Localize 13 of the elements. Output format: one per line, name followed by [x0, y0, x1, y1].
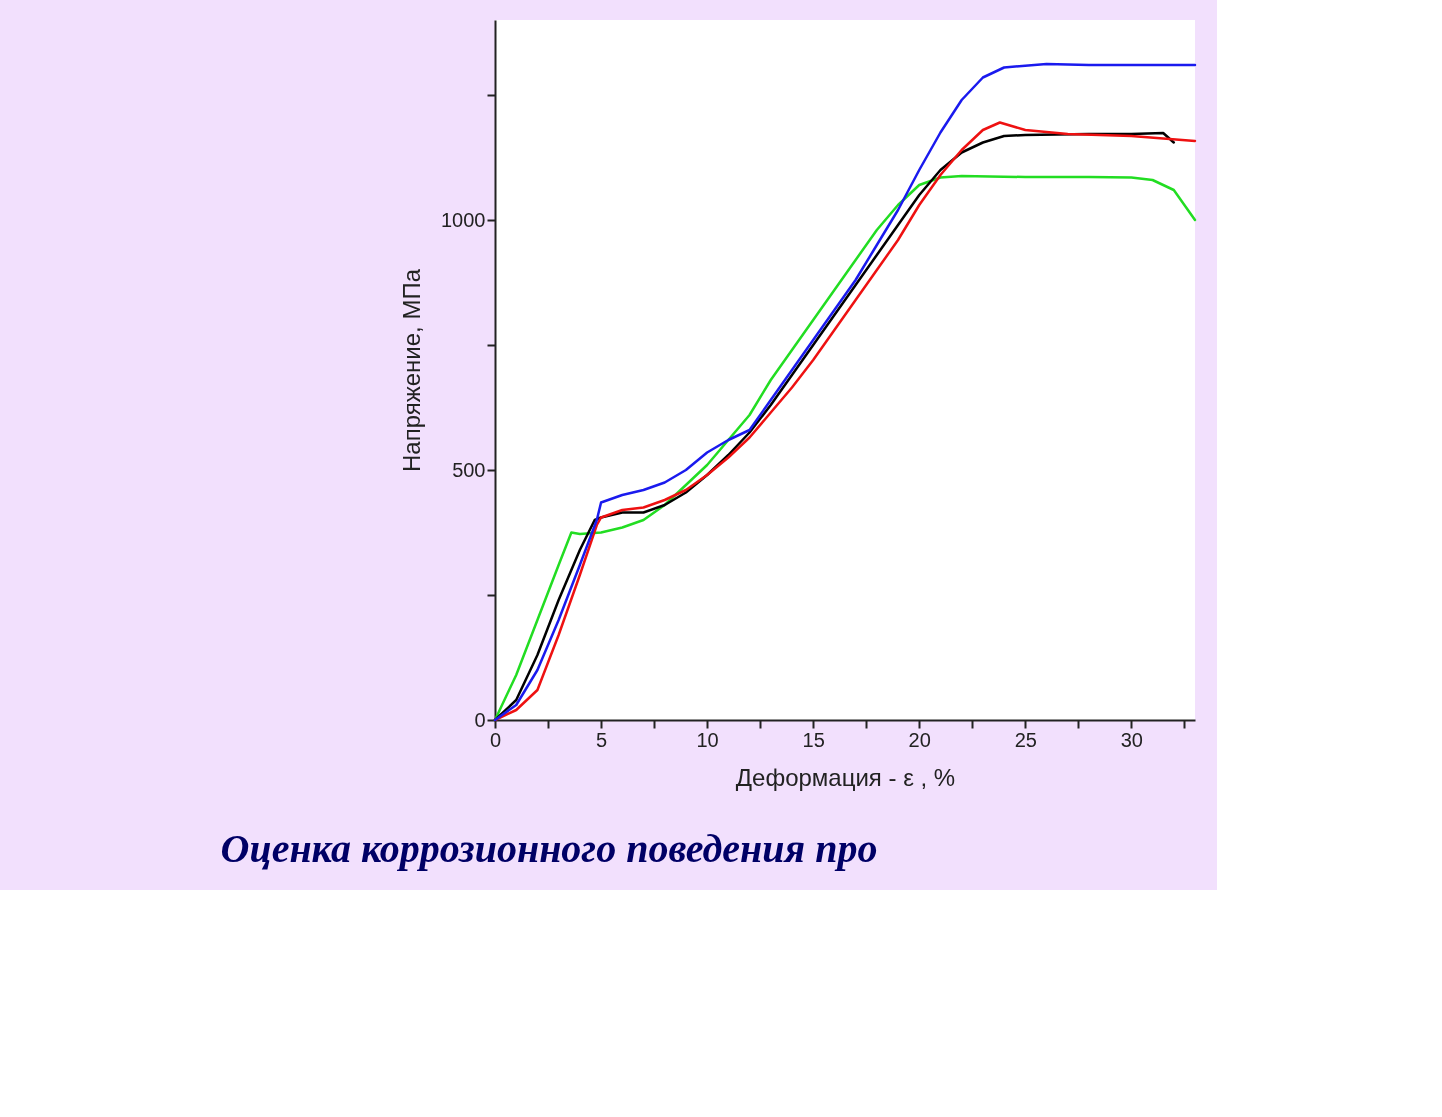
text: Оценка коррозионного поведения про — [220, 826, 878, 871]
y-tick-label: 0 — [474, 708, 486, 731]
y-tick-label: 500 — [452, 458, 486, 481]
x-tick-label: 20 — [908, 728, 931, 751]
x-tick-label: 10 — [696, 728, 719, 751]
x-tick-label: 15 — [802, 728, 825, 751]
x-tick-label: 30 — [1120, 728, 1143, 751]
x-tick-label: 25 — [1014, 728, 1037, 751]
x-tick-label: 0 — [489, 728, 502, 751]
x-axis-title: Деформация - ε , % — [735, 763, 956, 791]
x-tick-label: 5 — [596, 728, 608, 751]
y-tick-label: 1000 — [441, 208, 486, 231]
y-axis-title: Напряжение, МПа — [398, 268, 426, 473]
